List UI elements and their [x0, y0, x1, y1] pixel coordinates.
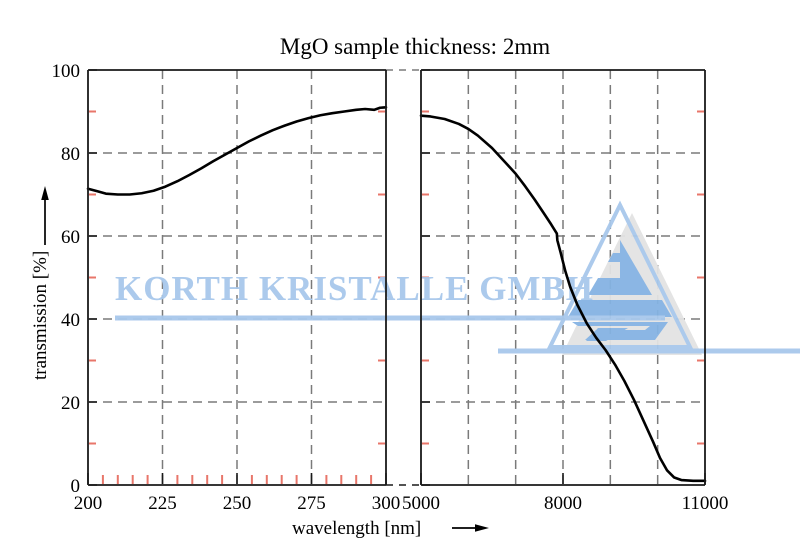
logo-outline-triangle	[546, 200, 694, 349]
x-tick-label: 275	[297, 493, 326, 514]
y-axis-title-group: transmission [%]	[30, 186, 51, 380]
y-axis-arrow-icon	[41, 186, 49, 245]
chart-title: MgO sample thickness: 2mm	[280, 34, 550, 59]
x-tick-label: 300	[372, 493, 401, 514]
panel-frame-uv	[87, 69, 387, 486]
x-axis-tick-labels-uv: 200 225 250 275 300	[74, 493, 401, 514]
x-tick-label: 200	[74, 493, 103, 514]
y-tick-label: 60	[61, 227, 80, 248]
x-axis-arrow-icon	[452, 524, 489, 532]
panel-frame-ir	[420, 69, 706, 486]
y-axis-tick-labels: 0 20 40 60 80 100	[52, 61, 81, 497]
x-tick-label: 8000	[544, 493, 582, 514]
watermark-group: KORTH KRISTALLE GMBH	[115, 200, 800, 355]
logo-inner-mark	[568, 240, 672, 341]
y-tick-label: 80	[61, 144, 80, 165]
watermark-text: KORTH KRISTALLE GMBH	[115, 269, 594, 308]
x-axis-title: wavelength [nm]	[292, 518, 421, 539]
x-tick-label: 11000	[682, 493, 729, 514]
y-tick-label: 20	[61, 393, 80, 414]
y-axis-title: transmission [%]	[30, 251, 51, 380]
x-tick-label: 250	[223, 493, 252, 514]
y-tick-label: 100	[52, 61, 81, 82]
x-axis-title-group: wavelength [nm]	[292, 518, 489, 539]
y-tick-label: 0	[71, 476, 81, 497]
x-axis-tick-labels-ir: 5000 8000 11000	[402, 493, 728, 514]
x-tick-label: 225	[148, 493, 177, 514]
y-tick-label: 40	[61, 310, 80, 331]
transmission-curve-ir	[419, 114, 707, 483]
x-tick-label: 5000	[402, 493, 440, 514]
transmission-curve-uv	[86, 106, 388, 196]
